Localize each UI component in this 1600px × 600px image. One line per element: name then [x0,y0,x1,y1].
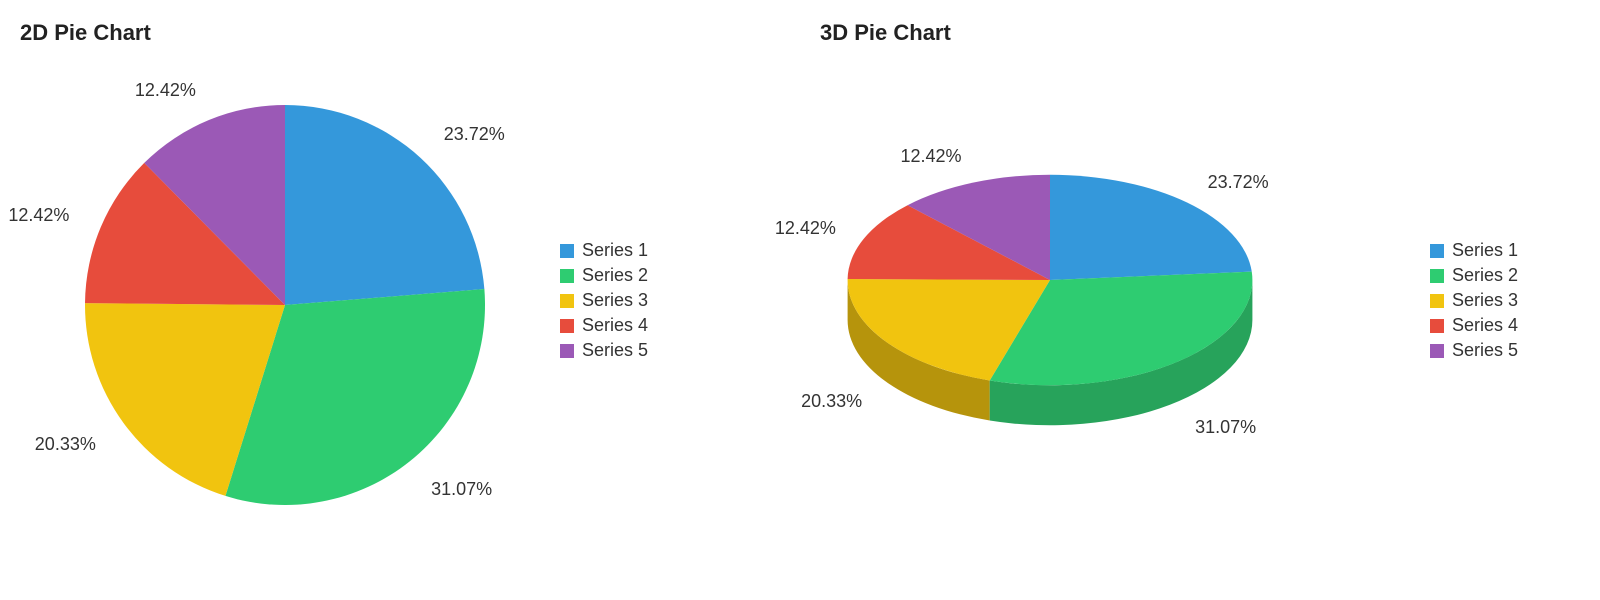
legend-item: Series 5 [1430,340,1518,361]
slice-label: 12.42% [116,80,196,101]
legend-swatch [1430,294,1444,308]
slice-label: 31.07% [431,479,492,500]
legend-swatch [560,269,574,283]
pie-3d-svg [820,150,1280,450]
legend-swatch [560,294,574,308]
legend-swatch [1430,344,1444,358]
chart-title-2d: 2D Pie Chart [20,20,151,46]
legend-label: Series 5 [582,340,648,361]
legend-2d: Series 1 Series 2 Series 3 Series 4 Series 5 [560,240,648,361]
slice-label: 23.72% [444,124,505,145]
legend-item: Series 2 [1430,265,1518,286]
legend-item: Series 3 [1430,290,1518,311]
panel-2d-pie: 2D Pie Chart 23.72%31.07%20.33%12.42%12.… [0,0,800,600]
legend-item: Series 4 [1430,315,1518,336]
legend-label: Series 4 [582,315,648,336]
pie-2d-svg [85,105,485,505]
legend-swatch [1430,244,1444,258]
legend-item: Series 5 [560,340,648,361]
legend-label: Series 1 [1452,240,1518,261]
legend-item: Series 3 [560,290,648,311]
legend-swatch [560,319,574,333]
legend-swatch [1430,319,1444,333]
chart-title-3d: 3D Pie Chart [820,20,951,46]
legend-label: Series 5 [1452,340,1518,361]
legend-3d: Series 1 Series 2 Series 3 Series 4 Series 5 [1430,240,1518,361]
slice-label: 20.33% [16,434,96,455]
legend-label: Series 3 [1452,290,1518,311]
panel-3d-pie: 3D Pie Chart 23.72%31.07%20.33%12.42%12.… [800,0,1600,600]
legend-item: Series 1 [560,240,648,261]
slice-label: 12.42% [0,205,69,226]
legend-label: Series 1 [582,240,648,261]
slice-label: 12.42% [756,218,836,239]
slice-label: 23.72% [1208,172,1269,193]
legend-swatch [1430,269,1444,283]
legend-label: Series 4 [1452,315,1518,336]
legend-item: Series 1 [1430,240,1518,261]
slice-label: 12.42% [882,146,962,167]
slice-label: 20.33% [782,391,862,412]
chart-area-3d: 23.72%31.07%20.33%12.42%12.42% [820,150,1280,450]
legend-item: Series 4 [560,315,648,336]
legend-label: Series 2 [582,265,648,286]
slice-label: 31.07% [1195,417,1256,438]
legend-swatch [560,344,574,358]
legend-item: Series 2 [560,265,648,286]
legend-label: Series 2 [1452,265,1518,286]
chart-area-2d: 23.72%31.07%20.33%12.42%12.42% [85,105,485,505]
legend-swatch [560,244,574,258]
legend-label: Series 3 [582,290,648,311]
